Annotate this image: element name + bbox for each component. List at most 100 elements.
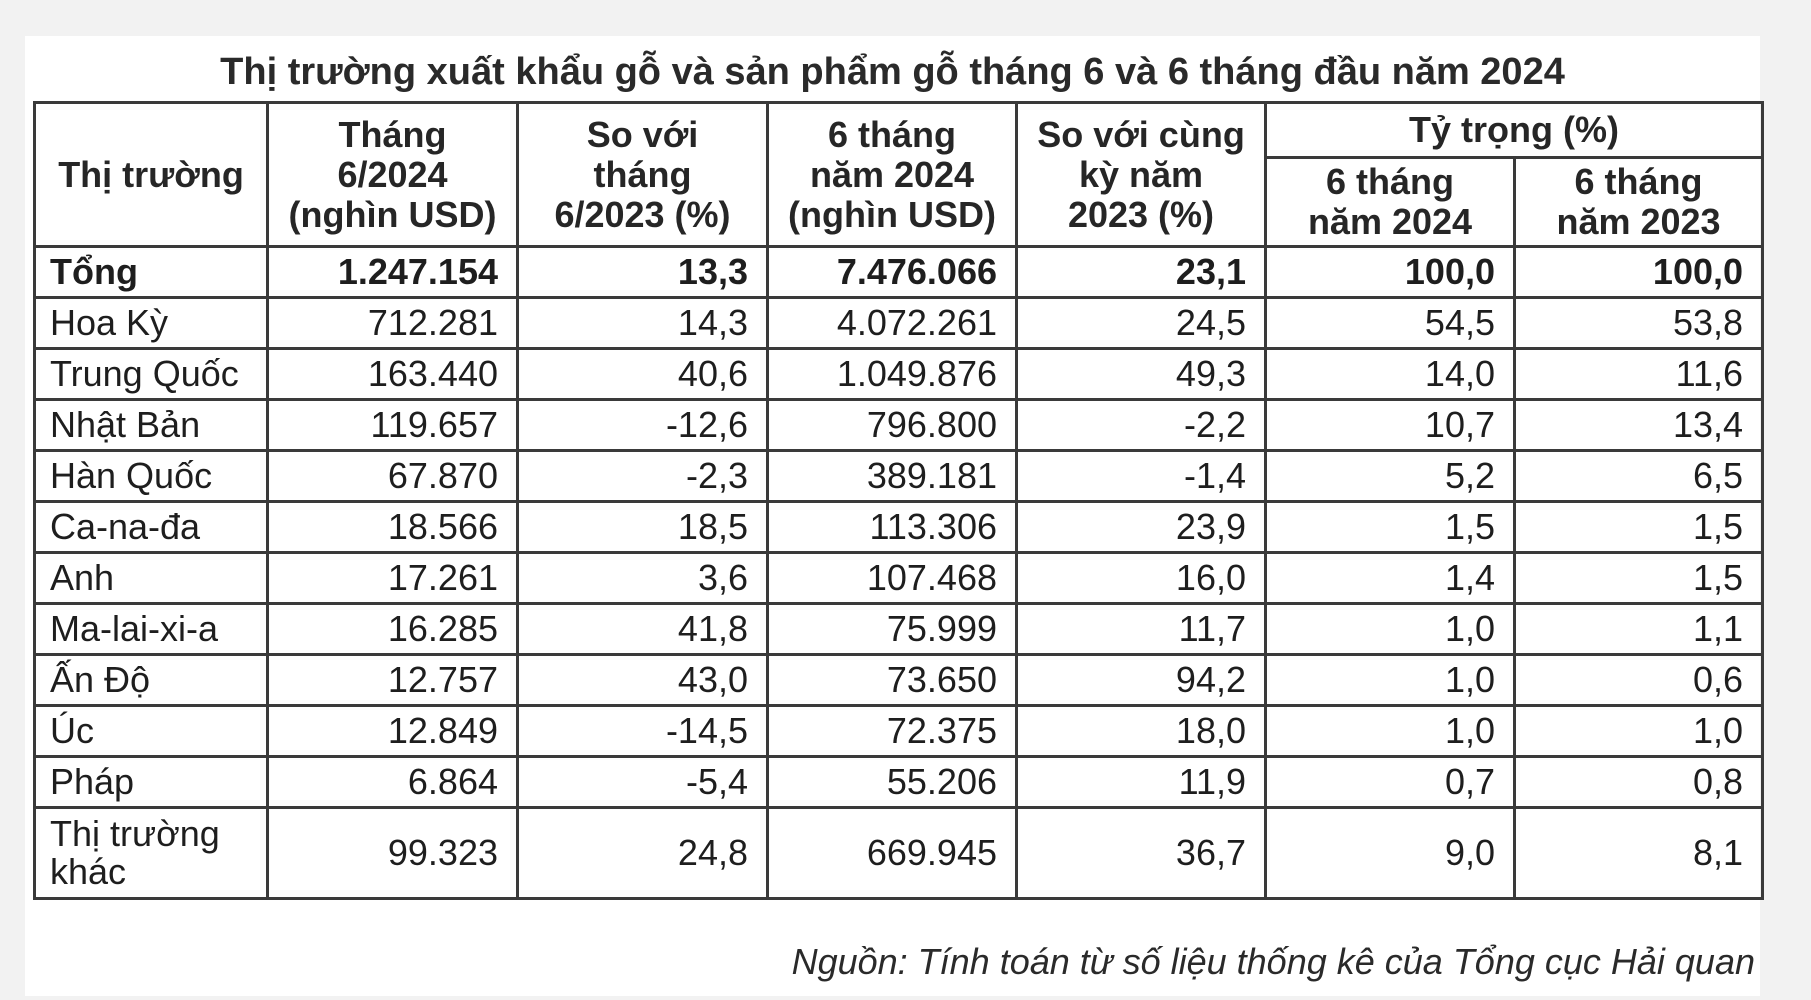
june-2024-cell: 1.247.154 xyxy=(266,245,519,299)
vs-same-period-2023-cell: 24,5 xyxy=(1015,296,1267,350)
vs-june-2023-cell: 18,5 xyxy=(516,500,769,554)
june-2024-cell: 12.757 xyxy=(266,653,519,707)
june-2024-cell: 6.864 xyxy=(266,755,519,809)
header-share: Tỷ trọng (%) xyxy=(1263,101,1765,159)
six-months-2024-cell: 796.800 xyxy=(766,398,1018,452)
vs-same-period-2023-cell: 16,0 xyxy=(1015,551,1267,605)
vs-june-2023-cell: -5,4 xyxy=(516,755,769,809)
table-row: Thị trường khác 99.323 24,8 669.945 36,7 9,0 8… xyxy=(33,806,1765,900)
vs-same-period-2023-cell: -2,2 xyxy=(1015,398,1267,452)
market-cell: Ca-na-đa xyxy=(33,500,269,554)
header-june-2024: Tháng 6/2024 (nghìn USD) xyxy=(266,101,519,248)
june-2024-cell: 18.566 xyxy=(266,500,519,554)
share-2023-cell: 11,6 xyxy=(1512,347,1765,401)
market-cell: Ma-lai-xi-a xyxy=(33,602,269,656)
table-row: Ma-lai-xi-a 16.285 41,8 75.999 11,7 1,0 1,1 xyxy=(33,602,1765,656)
share-2023-cell: 1,5 xyxy=(1512,551,1765,605)
vs-same-period-2023-cell: 36,7 xyxy=(1015,806,1267,900)
table-row: Ấn Độ 12.757 43,0 73.650 94,2 1,0 0,6 xyxy=(33,653,1765,707)
header-subrow: 6 tháng năm 2024 6 tháng năm 2023 xyxy=(35,156,1765,248)
vs-june-2023-cell: 41,8 xyxy=(516,602,769,656)
vs-same-period-2023-cell: 11,9 xyxy=(1015,755,1267,809)
share-2023-cell: 1,5 xyxy=(1512,500,1765,554)
june-2024-cell: 16.285 xyxy=(266,602,519,656)
export-market-table: Thị trường Tháng 6/2024 (nghìn USD) So v… xyxy=(33,101,1765,900)
six-months-2024-cell: 75.999 xyxy=(766,602,1018,656)
six-months-2024-cell: 4.072.261 xyxy=(766,296,1018,350)
vs-same-period-2023-cell: 49,3 xyxy=(1015,347,1267,401)
table-body: Tổng 1.247.154 13,3 7.476.066 23,1 100,0 100,0… xyxy=(33,245,1765,900)
six-months-2024-cell: 107.468 xyxy=(766,551,1018,605)
june-2024-cell: 99.323 xyxy=(266,806,519,900)
market-cell: Thị trường khác xyxy=(33,806,269,900)
header-vs-june-2023: So với tháng 6/2023 (%) xyxy=(516,101,769,248)
share-2024-cell: 100,0 xyxy=(1264,245,1516,299)
vs-june-2023-cell: 3,6 xyxy=(516,551,769,605)
share-2023-cell: 100,0 xyxy=(1512,245,1765,299)
table-row: Ca-na-đa 18.566 18,5 113.306 23,9 1,5 1,5 xyxy=(33,500,1765,554)
header-vs-same-period-2023: So với cùng kỳ năm 2023 (%) xyxy=(1015,101,1267,248)
vs-same-period-2023-cell: 94,2 xyxy=(1015,653,1267,707)
share-2024-cell: 1,0 xyxy=(1264,704,1516,758)
table-panel: Thị trường xuất khẩu gỗ và sản phẩm gỗ t… xyxy=(25,36,1765,996)
six-months-2024-cell: 7.476.066 xyxy=(766,245,1018,299)
share-2024-cell: 1,0 xyxy=(1264,653,1516,707)
share-2023-cell: 8,1 xyxy=(1512,806,1765,900)
table-row: Trung Quốc 163.440 40,6 1.049.876 49,3 14,0 11… xyxy=(33,347,1765,401)
market-cell: Úc xyxy=(33,704,269,758)
share-2023-cell: 1,0 xyxy=(1512,704,1765,758)
source-note: Nguồn: Tính toán từ số liệu thống kê của… xyxy=(791,941,1755,982)
share-2024-cell: 14,0 xyxy=(1264,347,1516,401)
vs-june-2023-cell: 40,6 xyxy=(516,347,769,401)
vs-june-2023-cell: -12,6 xyxy=(516,398,769,452)
table-row: Úc 12.849 -14,5 72.375 18,0 1,0 1,0 xyxy=(33,704,1765,758)
table-row: Nhật Bản 119.657 -12,6 796.800 -2,2 10,7 13,4 xyxy=(33,398,1765,452)
share-2024-cell: 1,4 xyxy=(1264,551,1516,605)
share-2023-cell: 53,8 xyxy=(1512,296,1765,350)
june-2024-cell: 163.440 xyxy=(266,347,519,401)
market-cell: Anh xyxy=(33,551,269,605)
market-cell: Ấn Độ xyxy=(33,653,269,707)
total-row: Tổng 1.247.154 13,3 7.476.066 23,1 100,0 100,0 xyxy=(33,245,1765,299)
june-2024-cell: 119.657 xyxy=(266,398,519,452)
share-2024-cell: 1,5 xyxy=(1264,500,1516,554)
market-cell: Pháp xyxy=(33,755,269,809)
market-cell: Hoa Kỳ xyxy=(33,296,269,350)
share-2024-cell: 54,5 xyxy=(1264,296,1516,350)
header-row: Thị trường Tháng 6/2024 (nghìn USD) So v… xyxy=(33,101,1765,248)
share-2023-cell: 0,6 xyxy=(1512,653,1765,707)
share-2024-cell: 9,0 xyxy=(1264,806,1516,900)
share-2024-cell: 1,0 xyxy=(1264,602,1516,656)
six-months-2024-cell: 669.945 xyxy=(766,806,1018,900)
table-row: Anh 17.261 3,6 107.468 16,0 1,4 1,5 xyxy=(33,551,1765,605)
vs-june-2023-cell: -2,3 xyxy=(516,449,769,503)
market-cell: Nhật Bản xyxy=(33,398,269,452)
june-2024-cell: 17.261 xyxy=(266,551,519,605)
vs-same-period-2023-cell: 11,7 xyxy=(1015,602,1267,656)
share-2024-cell: 5,2 xyxy=(1264,449,1516,503)
share-2024-cell: 0,7 xyxy=(1264,755,1516,809)
vs-same-period-2023-cell: -1,4 xyxy=(1015,449,1267,503)
june-2024-cell: 67.870 xyxy=(266,449,519,503)
vs-june-2023-cell: 24,8 xyxy=(516,806,769,900)
vs-june-2023-cell: 14,3 xyxy=(516,296,769,350)
vs-same-period-2023-cell: 23,1 xyxy=(1015,245,1267,299)
vs-same-period-2023-cell: 18,0 xyxy=(1015,704,1267,758)
six-months-2024-cell: 73.650 xyxy=(766,653,1018,707)
six-months-2024-cell: 55.206 xyxy=(766,755,1018,809)
share-2023-cell: 13,4 xyxy=(1512,398,1765,452)
vs-june-2023-cell: -14,5 xyxy=(516,704,769,758)
share-2023-cell: 0,8 xyxy=(1512,755,1765,809)
header-share-2023: 6 tháng năm 2023 xyxy=(1512,156,1765,248)
share-2024-cell: 10,7 xyxy=(1264,398,1516,452)
june-2024-cell: 12.849 xyxy=(266,704,519,758)
header-market: Thị trường xyxy=(33,101,269,248)
vs-same-period-2023-cell: 23,9 xyxy=(1015,500,1267,554)
six-months-2024-cell: 72.375 xyxy=(766,704,1018,758)
market-cell: Tổng xyxy=(33,245,269,299)
header-share-2024: 6 tháng năm 2024 xyxy=(1264,156,1516,248)
market-cell: Trung Quốc xyxy=(33,347,269,401)
vs-june-2023-cell: 43,0 xyxy=(516,653,769,707)
six-months-2024-cell: 113.306 xyxy=(766,500,1018,554)
share-2023-cell: 6,5 xyxy=(1512,449,1765,503)
